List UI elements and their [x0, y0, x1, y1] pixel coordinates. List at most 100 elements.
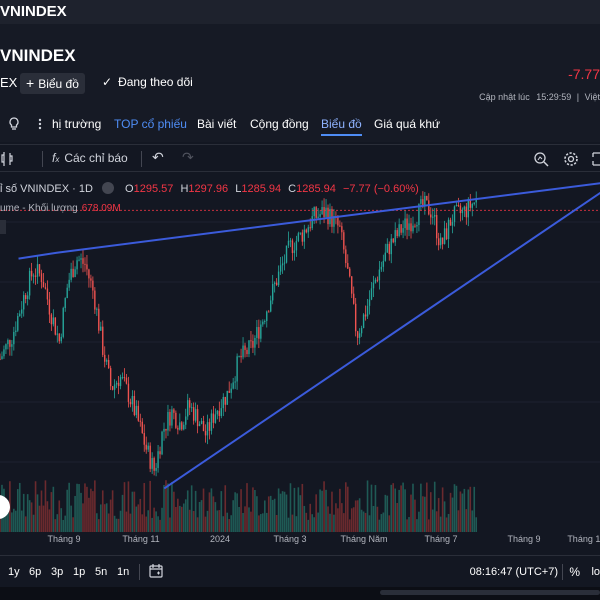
candle-body	[250, 340, 252, 342]
range-5d[interactable]: 5n	[95, 566, 108, 578]
candle-body	[188, 400, 191, 408]
series-toggle-icon[interactable]	[101, 182, 114, 195]
candle-body	[30, 270, 33, 277]
indicators-button[interactable]: fx Các chỉ báo	[52, 151, 128, 165]
scrollbar-thumb[interactable]	[380, 590, 600, 595]
tab-community[interactable]: Cộng đồng	[250, 117, 309, 131]
volume-bar	[86, 486, 88, 532]
volume-bar	[5, 510, 7, 532]
candle-body	[32, 275, 35, 277]
range-separator	[562, 564, 563, 580]
volume-bar	[422, 496, 424, 532]
volume-bar	[123, 482, 126, 532]
volume-bar	[392, 483, 395, 532]
volume-bar	[396, 502, 398, 532]
candle-body	[333, 215, 335, 227]
candle-body	[17, 316, 19, 331]
candle-body	[216, 410, 219, 415]
candle-body	[437, 238, 440, 246]
volume-bar	[398, 489, 400, 532]
calendar-icon[interactable]	[148, 563, 164, 579]
zoom-icon[interactable]	[533, 151, 549, 167]
candle-body	[392, 238, 394, 243]
candle-body	[360, 328, 363, 334]
candle-body	[198, 423, 201, 427]
lightbulb-icon[interactable]	[6, 116, 22, 132]
candle-body	[111, 386, 114, 390]
chart-button[interactable]: + Biểu đồ	[20, 73, 85, 94]
volume-bar	[271, 499, 274, 532]
close-key: C	[288, 183, 297, 195]
tab-top-stocks[interactable]: TOP cổ phiếu	[114, 117, 187, 131]
timezone-clock[interactable]: 08:16:47 (UTC+7)	[469, 566, 558, 578]
candle-body	[106, 360, 108, 362]
range-1m[interactable]: 1p	[73, 566, 86, 578]
candle-body	[149, 445, 151, 469]
tab-market[interactable]: hị trường	[52, 117, 102, 131]
chart-canvas[interactable]	[0, 172, 600, 555]
candle-body	[139, 420, 141, 422]
candle-body	[19, 313, 21, 317]
candle-body	[270, 300, 272, 312]
follow-button[interactable]: ✓ Đang theo dõi	[102, 75, 193, 89]
range-3m[interactable]: 3p	[51, 566, 64, 578]
candle-body	[90, 278, 92, 281]
candle-body	[165, 428, 167, 431]
volume-bar	[416, 519, 418, 532]
candle-body	[345, 249, 347, 264]
volume-bar	[28, 500, 31, 532]
gear-icon[interactable]	[563, 151, 579, 167]
volume-bar	[15, 510, 17, 532]
range-1d[interactable]: 1n	[117, 566, 130, 578]
volume-bar	[113, 515, 116, 532]
redo-icon[interactable]: ↷	[182, 149, 194, 165]
candle-body	[137, 405, 140, 421]
more-vertical-icon[interactable]	[32, 116, 48, 132]
range-6m[interactable]: 6p	[29, 566, 42, 578]
candle-body	[380, 266, 383, 270]
open-value: 1295.57	[133, 183, 174, 195]
candle-body	[26, 295, 29, 299]
volume-bar	[339, 488, 341, 532]
candle-body	[396, 230, 398, 237]
range-1y[interactable]: 1y	[8, 566, 20, 578]
symbol-label: ỉ số VNINDEX · 1D	[0, 183, 93, 195]
volume-bar	[455, 485, 458, 532]
price-chart[interactable]: ỉ số VNINDEX · 1D O1295.57 H1297.96 L128…	[0, 172, 600, 555]
undo-icon[interactable]: ↶	[152, 149, 164, 165]
volume-bar	[427, 519, 430, 532]
volume-bar	[384, 494, 387, 532]
candle-body	[153, 458, 155, 471]
tab-history[interactable]: Giá quá khứ	[374, 117, 441, 131]
candle-body	[285, 245, 288, 263]
tab-chart[interactable]: Biểu đồ	[321, 117, 362, 136]
volume-bar	[431, 509, 434, 532]
volume-bar	[214, 502, 217, 532]
volume-bar	[161, 507, 163, 532]
candle-body	[289, 240, 292, 242]
volume-bar	[429, 492, 432, 532]
volume-bar	[293, 487, 296, 532]
volume-bar	[242, 512, 244, 532]
close-value: 1285.94	[296, 183, 336, 195]
candle-body	[422, 199, 424, 206]
log-scale-toggle[interactable]: lo	[591, 566, 600, 578]
volume-bar	[394, 488, 396, 532]
candle-type-icon[interactable]	[0, 151, 14, 167]
volume-bar	[101, 490, 104, 532]
candle-body	[113, 384, 116, 390]
candle-body	[301, 232, 304, 242]
volume-bar	[119, 510, 122, 532]
percent-scale-toggle[interactable]: %	[569, 565, 580, 579]
candle-body	[34, 275, 37, 277]
candle-body	[408, 223, 410, 230]
volume-bar	[463, 488, 466, 532]
fullscreen-icon[interactable]	[592, 151, 600, 167]
open-key: O	[125, 183, 134, 195]
volume-bar	[252, 487, 254, 532]
volume-bar	[285, 494, 288, 532]
lower-trendline	[163, 191, 600, 490]
tab-articles[interactable]: Bài viết	[197, 117, 237, 131]
volume-bar	[125, 511, 128, 532]
volume-bar	[143, 483, 146, 532]
